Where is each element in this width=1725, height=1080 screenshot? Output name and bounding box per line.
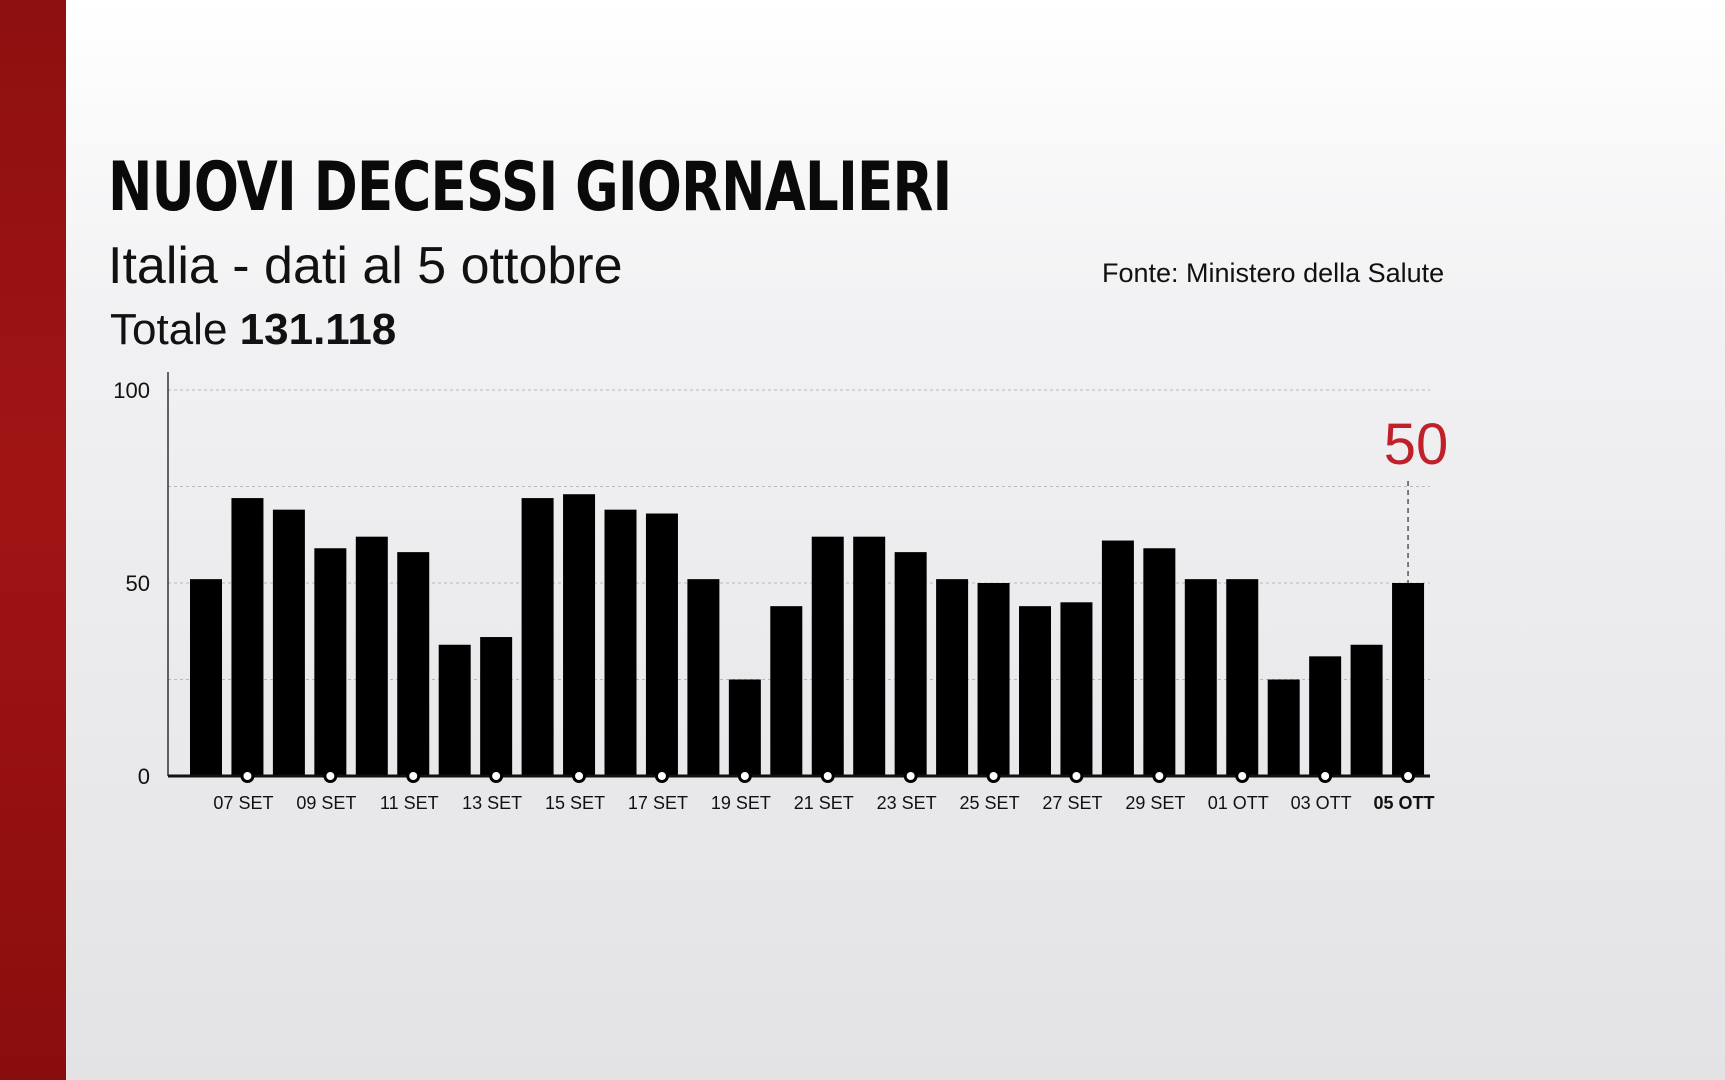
x-tick-label: 07 SET bbox=[213, 793, 273, 813]
bar bbox=[770, 606, 803, 776]
bar bbox=[977, 583, 1010, 776]
bar bbox=[563, 494, 596, 776]
y-tick-label: 0 bbox=[138, 764, 150, 789]
x-tick-label: 15 SET bbox=[545, 793, 605, 813]
y-tick-label: 100 bbox=[113, 378, 150, 403]
bar bbox=[1143, 548, 1176, 776]
x-tick-label: 03 OTT bbox=[1291, 793, 1352, 813]
bar bbox=[1309, 656, 1342, 776]
bar bbox=[1267, 679, 1300, 776]
bar bbox=[604, 509, 637, 776]
x-tick-label: 05 OTT bbox=[1374, 793, 1435, 813]
bar bbox=[1060, 602, 1093, 776]
x-tick-marker bbox=[1318, 769, 1333, 783]
bar bbox=[272, 509, 305, 776]
bar bbox=[894, 552, 927, 776]
bar bbox=[936, 579, 969, 776]
bar bbox=[1350, 644, 1383, 776]
bar bbox=[853, 536, 886, 776]
total-label: Totale bbox=[110, 305, 228, 354]
x-tick-label: 01 OTT bbox=[1208, 793, 1269, 813]
bar bbox=[1392, 583, 1425, 776]
x-tick-marker bbox=[1152, 769, 1167, 783]
x-tick-label: 17 SET bbox=[628, 793, 688, 813]
chart-title: NUOVI DECESSI GIORNALIERI bbox=[108, 148, 952, 227]
x-tick-marker bbox=[1401, 769, 1416, 783]
x-tick-marker bbox=[903, 769, 918, 783]
x-tick-marker bbox=[406, 769, 421, 783]
total-line: Totale 131.118 bbox=[110, 305, 396, 355]
bar bbox=[645, 513, 678, 776]
total-value: 131.118 bbox=[239, 305, 397, 354]
x-tick-marker bbox=[489, 769, 504, 783]
x-tick-label: 29 SET bbox=[1125, 793, 1185, 813]
bar bbox=[728, 679, 761, 776]
bar bbox=[231, 498, 264, 776]
x-tick-label: 13 SET bbox=[462, 793, 522, 813]
x-tick-marker bbox=[1069, 769, 1084, 783]
bar bbox=[438, 644, 471, 776]
bar bbox=[480, 637, 513, 776]
y-tick-label: 50 bbox=[126, 571, 150, 596]
bar bbox=[397, 552, 430, 776]
x-tick-label: 19 SET bbox=[711, 793, 771, 813]
x-tick-marker bbox=[323, 769, 338, 783]
x-tick-marker bbox=[572, 769, 587, 783]
x-tick-marker bbox=[820, 769, 835, 783]
bar bbox=[521, 498, 554, 776]
bar bbox=[1184, 579, 1217, 776]
bar bbox=[1101, 540, 1134, 776]
x-tick-marker bbox=[654, 769, 669, 783]
x-tick-label: 27 SET bbox=[1042, 793, 1102, 813]
x-tick-marker bbox=[1235, 769, 1250, 783]
bar bbox=[687, 579, 720, 776]
bar bbox=[811, 536, 844, 776]
bar bbox=[314, 548, 347, 776]
side-accent-strip bbox=[0, 0, 66, 1080]
x-tick-label: 09 SET bbox=[296, 793, 356, 813]
source-note: Fonte: Ministero della Salute bbox=[1102, 258, 1445, 288]
x-tick-label: 23 SET bbox=[877, 793, 937, 813]
bar bbox=[1226, 579, 1259, 776]
x-tick-marker bbox=[737, 769, 752, 783]
x-tick-label: 11 SET bbox=[380, 793, 439, 813]
bar bbox=[1019, 606, 1051, 776]
x-tick-marker bbox=[986, 769, 1001, 783]
x-tick-label: 21 SET bbox=[794, 793, 854, 813]
bar bbox=[190, 579, 222, 776]
bar bbox=[355, 536, 388, 776]
highlight-value-label: 50 bbox=[1384, 412, 1449, 477]
x-tick-label: 25 SET bbox=[960, 793, 1020, 813]
chart-subtitle: Italia - dati al 5 ottobre bbox=[108, 237, 623, 295]
x-tick-marker bbox=[240, 769, 255, 783]
